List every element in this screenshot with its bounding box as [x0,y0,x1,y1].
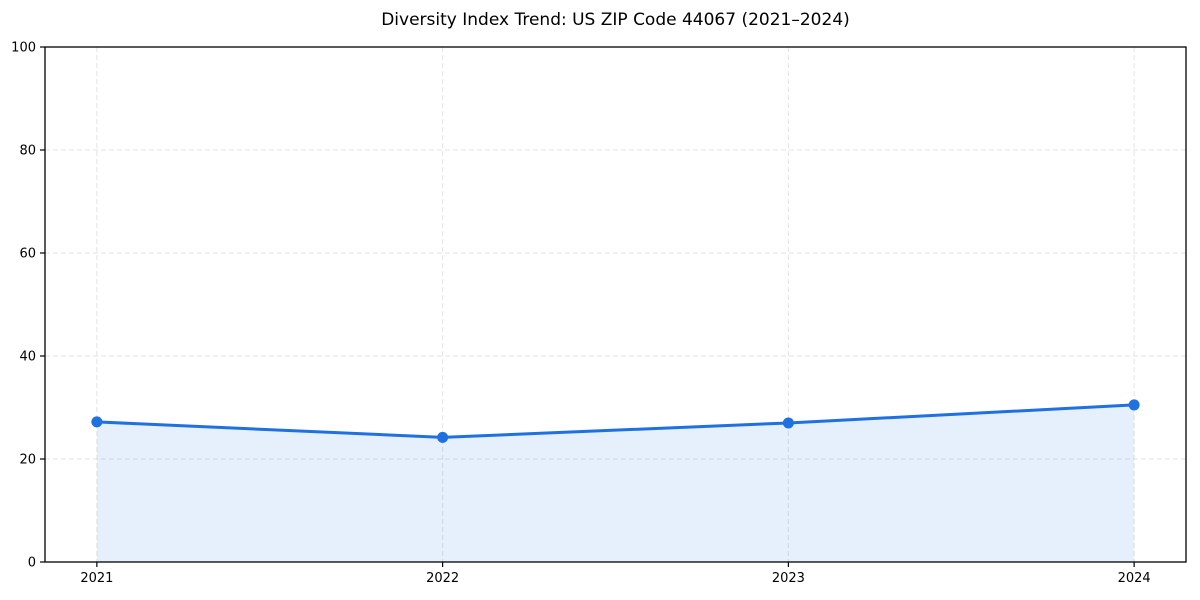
x-tick-label: 2021 [80,571,113,586]
axes-border [44,46,1187,563]
x-tick-label: 2024 [1118,571,1151,586]
y-tick-label: 60 [19,247,36,262]
y-tick-label: 40 [19,350,36,365]
data-point-2022 [437,431,449,443]
data-point-2021 [91,416,103,428]
y-tick-label: 80 [19,144,36,159]
data-point-2023 [782,417,794,429]
x-tick-label: 2023 [772,571,805,586]
chart-title: Diversity Index Trend: US ZIP Code 44067… [381,10,850,30]
y-tick-label: 20 [19,453,36,468]
data-point-2024 [1128,399,1140,411]
y-tick-label: 0 [28,556,36,571]
trend-line [95,403,1136,439]
area-fill [96,404,1135,562]
y-tick-label: 100 [11,41,36,56]
x-tick-label: 2022 [426,571,459,586]
